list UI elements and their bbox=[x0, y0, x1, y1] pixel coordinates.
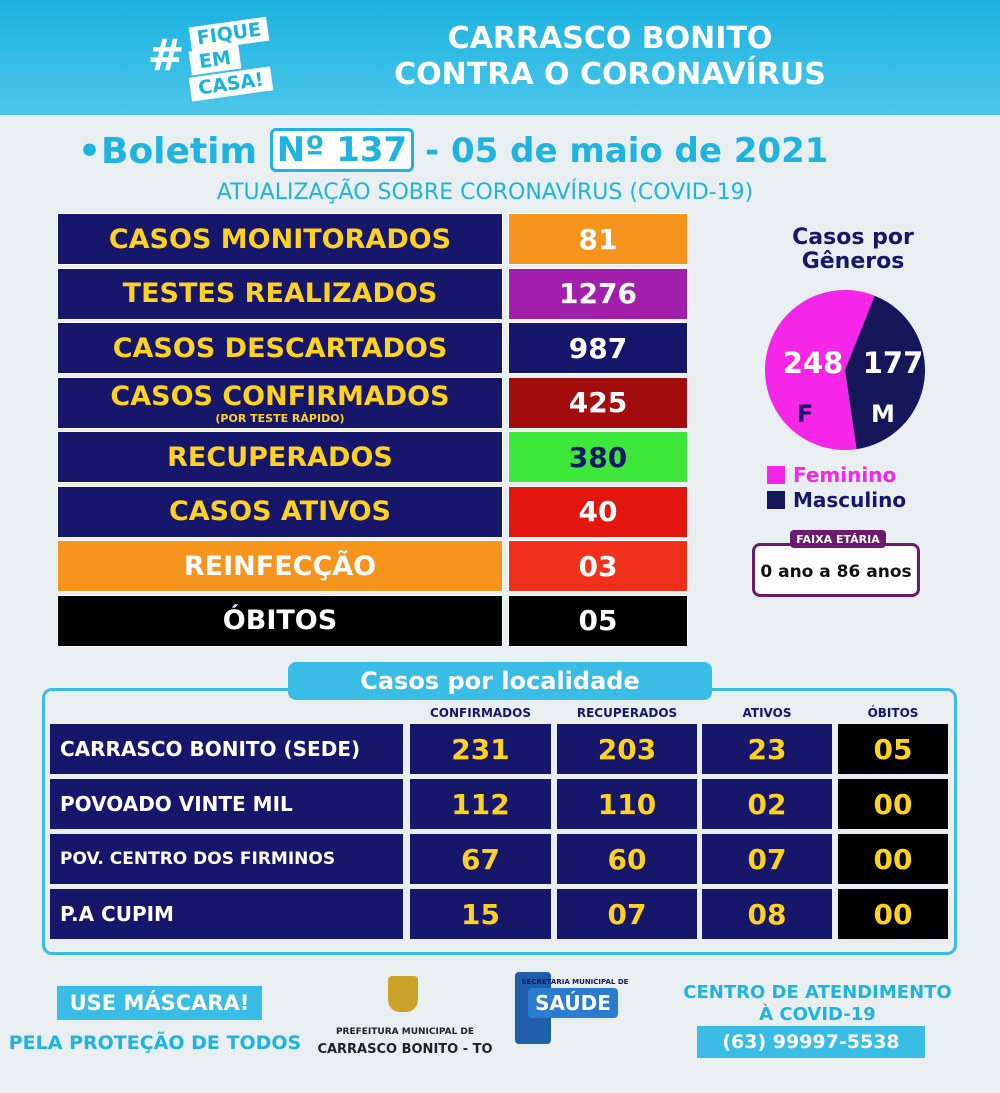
header-title: CONTRA O CORONAVÍRUS bbox=[394, 56, 826, 92]
stat-label-box: TESTES REALIZADOS bbox=[57, 267, 503, 320]
hashtag-symbol: # bbox=[147, 29, 185, 81]
locality-value: 60 bbox=[557, 834, 697, 884]
stat-value: 05 bbox=[508, 594, 688, 647]
pie-letter: M bbox=[871, 400, 895, 428]
pie-slice bbox=[765, 290, 875, 450]
stat-label: TESTES REALIZADOS bbox=[122, 278, 438, 309]
center-text: CENTRO DE ATENDIMENTO bbox=[683, 981, 952, 1003]
locality-name: POV. CENTRO DOS FIRMINOS bbox=[50, 834, 403, 884]
stat-value: 380 bbox=[508, 431, 688, 483]
stat-value: 40 bbox=[508, 485, 688, 538]
stat-label: CASOS ATIVOS bbox=[168, 496, 392, 527]
stat-label-box: CASOS ATIVOS bbox=[57, 485, 503, 538]
stat-label-box: CASOS CONFIRMADOS (POR TESTE RÁPIDO) bbox=[57, 376, 503, 429]
locality-value: 05 bbox=[838, 724, 948, 774]
prefeitura-text: PREFEITURA MUNICIPAL DE bbox=[335, 1027, 475, 1037]
locality-name: P.A CUPIM bbox=[50, 889, 403, 939]
locality-value: 00 bbox=[838, 834, 948, 884]
locality-value: 110 bbox=[557, 779, 697, 829]
pie-value: 177 bbox=[862, 346, 924, 380]
legend-swatch bbox=[767, 466, 785, 484]
header-band bbox=[0, 0, 1000, 115]
column-header: CONFIRMADOS bbox=[430, 706, 531, 720]
pie-value: 248 bbox=[782, 346, 844, 380]
legend-label: Feminino bbox=[793, 463, 897, 487]
column-header: ATIVOS bbox=[742, 706, 792, 720]
center-text: À COVID-19 bbox=[759, 1003, 876, 1025]
locality-value: 112 bbox=[410, 779, 551, 829]
bulletin-number: Nº 137 bbox=[270, 128, 414, 172]
stat-value: 1276 bbox=[508, 267, 688, 320]
legend-label: Masculino bbox=[793, 488, 907, 512]
locality-name: CARRASCO BONITO (SEDE) bbox=[50, 724, 403, 774]
stat-label: REINFECÇÃO bbox=[183, 550, 377, 582]
locality-value: 00 bbox=[838, 779, 948, 829]
stat-label: CASOS CONFIRMADOS bbox=[110, 380, 450, 412]
stat-value: 03 bbox=[508, 540, 688, 592]
locality-value: 08 bbox=[702, 889, 832, 939]
column-header: RECUPERADOS bbox=[576, 706, 678, 720]
age-label: FAIXA ETÁRIA bbox=[790, 530, 886, 548]
stat-label-box: CASOS MONITORADOS bbox=[57, 213, 503, 265]
locality-value: 02 bbox=[702, 779, 832, 829]
protection: PELA PROTEÇÃO DE TODOS bbox=[8, 1032, 302, 1054]
prefeitura-text: CARRASCO BONITO - TO bbox=[317, 1041, 493, 1057]
locality-value: 23 bbox=[702, 724, 832, 774]
header-title: CARRASCO BONITO bbox=[447, 20, 773, 56]
prefeitura-logo bbox=[388, 976, 418, 1012]
locality-value: 203 bbox=[557, 724, 697, 774]
locality-value: 67 bbox=[410, 834, 551, 884]
gender-pie bbox=[765, 290, 925, 450]
gender-title: Casos por bbox=[792, 224, 914, 250]
gender-title: Gêneros bbox=[801, 248, 905, 274]
bulletin-prefix: •Boletim bbox=[78, 130, 257, 172]
stat-label: RECUPERADOS bbox=[167, 441, 393, 473]
stat-value: 987 bbox=[508, 322, 688, 374]
stat-label: CASOS MONITORADOS bbox=[108, 223, 452, 255]
locality-value: 07 bbox=[557, 889, 697, 939]
stat-label: ÓBITOS bbox=[222, 605, 338, 636]
stat-label-box: RECUPERADOS bbox=[57, 431, 503, 483]
column-header: ÓBITOS bbox=[867, 706, 919, 720]
secretaria-label: SECRETARIA MUNICIPAL DE bbox=[521, 978, 629, 986]
stat-label-box: CASOS DESCARTADOS bbox=[57, 322, 503, 374]
legend-swatch bbox=[767, 491, 785, 509]
age-box bbox=[752, 543, 920, 597]
pie-slice bbox=[845, 295, 925, 450]
locality-name: POVOADO VINTE MIL bbox=[50, 779, 403, 829]
bulletin-date: - 05 de maio de 2021 bbox=[425, 131, 829, 171]
locality-value: 00 bbox=[838, 889, 948, 939]
locality-value: 231 bbox=[410, 724, 551, 774]
bulletin-subtitle: ATUALIZAÇÃO SOBRE CORONAVÍRUS (COVID-19) bbox=[216, 179, 754, 205]
secretaria-name: SAÚDE bbox=[528, 988, 618, 1018]
phone: (63) 99997-5538 bbox=[697, 1026, 925, 1058]
mask-banner: USE MÁSCARA! bbox=[57, 986, 262, 1020]
stat-label-box: REINFECÇÃO bbox=[57, 540, 503, 592]
stat-label: CASOS DESCARTADOS bbox=[112, 332, 448, 364]
stat-value: 81 bbox=[508, 213, 688, 265]
locality-title: Casos por localidade bbox=[288, 662, 712, 700]
stat-value: 425 bbox=[508, 376, 688, 429]
age-value: 0 ano a 86 anos bbox=[760, 562, 912, 582]
stat-note: (POR TESTE RÁPIDO) bbox=[215, 411, 345, 425]
stat-label-box: ÓBITOS bbox=[57, 594, 503, 647]
locality-value: 07 bbox=[702, 834, 832, 884]
pie-letter: F bbox=[796, 400, 814, 428]
locality-value: 15 bbox=[410, 889, 551, 939]
